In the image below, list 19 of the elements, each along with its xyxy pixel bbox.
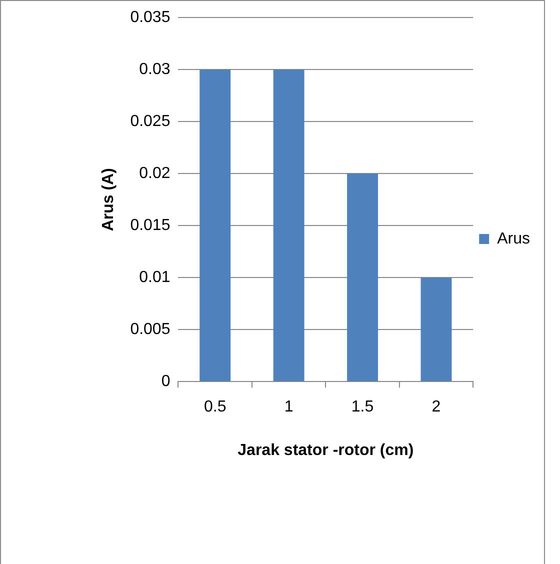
y-tick-label: 0.01	[139, 269, 170, 286]
y-tick-label: 0	[161, 373, 170, 390]
x-tick-label: 2	[432, 398, 441, 416]
bar	[273, 70, 304, 382]
bar	[420, 278, 452, 382]
bar	[200, 70, 231, 382]
bar	[347, 174, 378, 382]
y-tick-label: 0.025	[130, 113, 170, 130]
y-tick-label: 0.015	[130, 217, 170, 234]
x-tick-label: 1	[284, 398, 294, 416]
x-tick-label: 0.5	[204, 398, 226, 416]
x-tick-label: 1.5	[351, 398, 374, 416]
y-tick-label: 0.005	[130, 321, 170, 338]
legend-label: Arus	[497, 230, 530, 248]
y-tick-label: 0.03	[139, 61, 170, 78]
y-tick-label: 0.02	[139, 165, 170, 182]
x-axis-title: Jarak stator -rotor (cm)	[238, 442, 414, 459]
y-tick-label: 0.035	[130, 9, 170, 26]
y-axis-title: Arus (A)	[100, 168, 118, 232]
